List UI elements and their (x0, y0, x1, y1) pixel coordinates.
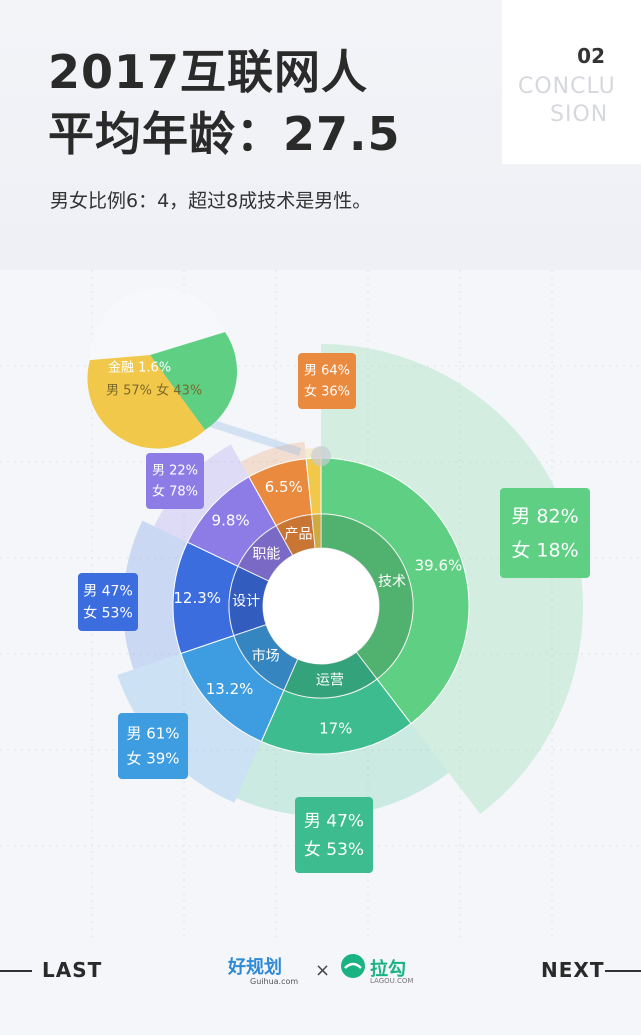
guihua-logo-sub: Guihua.com (250, 977, 299, 986)
value-label-product: 6.5% (265, 478, 303, 496)
gender-fan-product (240, 441, 307, 477)
gender-female-label-marketing: 女 39% (126, 750, 179, 768)
category-shade-tech (321, 514, 414, 680)
value-label-function: 9.8% (212, 512, 250, 530)
next-link[interactable]: NEXT (541, 958, 605, 982)
partner-separator: × (315, 960, 331, 981)
value-label-design: 12.3% (173, 589, 221, 607)
gender-box-design (78, 573, 138, 631)
gender-box-operations (295, 797, 373, 873)
category-shade-operations (283, 652, 377, 698)
lagou-logo-icon (341, 954, 365, 978)
guihua-logo-name: 好规划 (228, 957, 282, 978)
finance-callout-gender: 男 57% 女 43% (106, 383, 202, 399)
chart-center-hole (263, 548, 379, 664)
gender-female-label-design: 女 53% (83, 605, 133, 622)
gender-fan-design (122, 520, 188, 670)
gender-female-label-function: 女 78% (152, 484, 198, 500)
gender-male-label-marketing: 男 61% (126, 725, 179, 743)
footer-rule-right (605, 970, 641, 972)
gender-box-tech (500, 488, 590, 578)
gender-box-product (298, 353, 356, 409)
last-link[interactable]: LAST (42, 958, 103, 982)
finance-zoom-mask (89, 287, 225, 360)
lagou-logo: 拉勾 LAGOU.COM (340, 953, 413, 985)
section-number: 02 (577, 44, 605, 68)
finance-marker-dot (311, 446, 331, 466)
category-label-tech: 技术 (378, 574, 406, 590)
gender-fan-operations (236, 723, 449, 816)
finance-callout-label: 金融 1.6% (108, 360, 171, 376)
page-title-line2: 平均年龄：27.5 (48, 107, 401, 161)
guihua-logo: 好规划 Guihua.com (228, 953, 298, 986)
category-shade-marketing (233, 624, 298, 691)
gender-male-label-operations: 男 47% (304, 811, 364, 831)
category-shade-finance (311, 514, 321, 549)
footer-rule-left (0, 970, 32, 972)
category-label-operations: 运营 (316, 672, 344, 688)
gender-female-label-operations: 女 53% (304, 840, 364, 860)
gender-male-label-product: 男 64% (304, 363, 350, 378)
gender-male-label-function: 男 22% (152, 463, 198, 478)
category-label-marketing: 市场 (252, 648, 280, 665)
gender-male-label-tech: 男 82% (511, 505, 578, 527)
section-word-line1: CONCLU (518, 74, 616, 99)
category-label-design: 设计 (232, 594, 260, 610)
gender-female-label-tech: 女 18% (511, 540, 578, 562)
value-label-operations: 17% (319, 720, 352, 738)
value-label-tech: 39.6% (415, 557, 463, 575)
finance-zoom-yellow-slice (87, 355, 205, 449)
gender-female-label-product: 女 36% (304, 384, 350, 400)
finance-zoom-green-slice (150, 332, 238, 430)
gender-fan-marketing (117, 653, 262, 803)
value-label-marketing: 13.2% (206, 680, 254, 698)
lagou-logo-sub: LAGOU.COM (370, 977, 414, 985)
category-label-product: 产品 (284, 526, 312, 542)
page-title-line1: 2017互联网人 (48, 45, 369, 99)
category-shade-design (228, 566, 269, 636)
section-card: 02 CONCLU SION (502, 0, 641, 164)
category-shade-function (238, 525, 293, 581)
page-subtitle: 男女比例6：4，超过8成技术是男性。 (50, 190, 372, 212)
gender-male-label-design: 男 47% (83, 584, 133, 600)
section-word-line2: SION (550, 102, 609, 127)
gender-fan-tech (321, 344, 583, 815)
gender-box-function (146, 453, 204, 509)
gender-box-marketing (118, 713, 188, 779)
lagou-logo-name: 拉勾 (370, 959, 406, 980)
category-shade-product (276, 514, 316, 556)
category-label-function: 职能 (252, 547, 280, 563)
